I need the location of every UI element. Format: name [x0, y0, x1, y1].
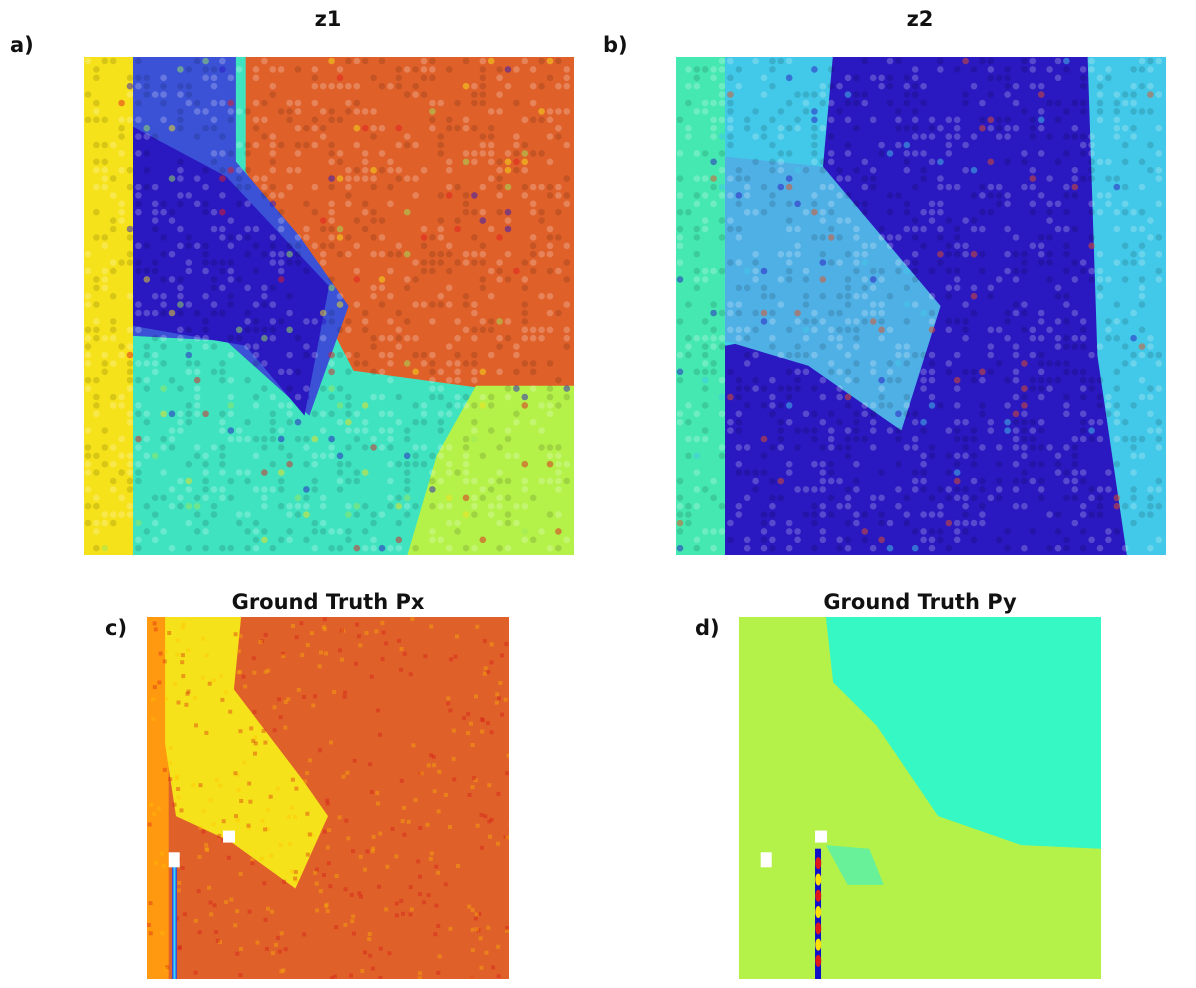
- line-blob: [815, 954, 822, 967]
- ground-truth-px-heatmap: [147, 617, 509, 979]
- region-left-strip: [676, 57, 725, 555]
- region-diagonal-wedge: [133, 126, 329, 416]
- white-marker: [815, 830, 828, 843]
- region-right-edge: [1087, 57, 1166, 555]
- line-blob: [815, 873, 822, 886]
- line-blob: [815, 906, 822, 919]
- white-marker: [760, 852, 772, 868]
- region-upper-right-domain: [825, 617, 1101, 849]
- panel-c-title: Ground Truth Px: [231, 590, 425, 614]
- line-blob: [815, 857, 822, 870]
- noise-texture: [147, 617, 509, 979]
- dot-texture: [84, 57, 571, 552]
- panel-d-title: Ground Truth Py: [823, 590, 1017, 614]
- panel-d-label: d): [695, 616, 720, 640]
- region-diagonal-wedge: [725, 156, 941, 431]
- region-bottom-right: [407, 385, 574, 555]
- vertical-line-core: [173, 866, 176, 979]
- region-left-strip: [84, 57, 133, 555]
- line-blob: [815, 938, 822, 951]
- region-left-edge: [147, 617, 169, 979]
- line-blob: [815, 889, 822, 902]
- panel-a-label: a): [10, 33, 34, 57]
- z2-heatmap: [676, 57, 1166, 555]
- region-small-wedge: [825, 845, 884, 885]
- z1-heatmap: [84, 57, 574, 555]
- panel-b-title: z2: [906, 7, 934, 31]
- region-diagonal-wedge: [165, 617, 328, 889]
- panel-b-label: b): [603, 33, 628, 57]
- white-marker: [168, 852, 180, 868]
- white-marker: [223, 830, 236, 843]
- ground-truth-py-heatmap: [739, 617, 1101, 979]
- dot-texture: [676, 57, 1163, 552]
- panel-a-title: z1: [314, 7, 342, 31]
- line-blob: [815, 922, 822, 935]
- panel-c-label: c): [105, 616, 128, 640]
